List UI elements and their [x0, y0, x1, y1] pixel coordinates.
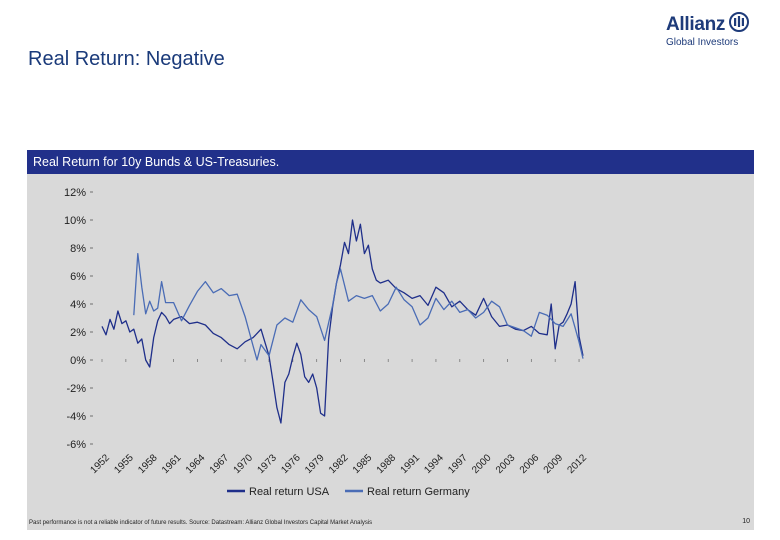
y-tick-label: 6% [70, 271, 86, 283]
eagle-logo-icon [729, 12, 750, 37]
x-tick-label: 1952 [88, 452, 112, 476]
disclaimer-note: Past performance is not a reliable indic… [29, 520, 373, 526]
x-tick-label: 1958 [136, 452, 160, 476]
x-tick-label: 1988 [375, 452, 399, 476]
x-tick-label: 1967 [208, 452, 232, 476]
logo-name: Allianz [666, 13, 726, 35]
y-tick-label: 8% [70, 243, 86, 255]
y-tick-label: 2% [70, 327, 86, 339]
x-tick-label: 1985 [351, 452, 375, 476]
x-tick-label: 1961 [160, 452, 184, 476]
page-title: Real Return: Negative [28, 48, 225, 70]
allianz-logo: Allianz Global Investors [666, 12, 766, 48]
y-tick-label: -4% [66, 411, 86, 423]
x-tick-label: 1955 [112, 452, 136, 476]
y-tick-label: -6% [66, 439, 86, 451]
chart-area: 12% 10% 8% 6% 4% 2% 0% -2% -4% -6% 1952 1955 1958 19… [27, 174, 754, 514]
x-tick-label: 1970 [232, 452, 256, 476]
x-tick-label: 2012 [566, 452, 590, 476]
page-number: 10 [742, 518, 750, 525]
y-tick-label: -2% [66, 383, 86, 395]
line-chart: 12%10%8%6%4%2%0%-2%-4%-6% 1952 1955 1958 19… [64, 187, 590, 498]
x-tick-label: 1982 [327, 452, 351, 476]
chart-title: Real Return for 10y Bunds & US-Treasurie… [27, 150, 754, 174]
legend-label: Real return USA [249, 486, 330, 498]
x-tick-label: 1976 [279, 452, 303, 476]
x-tick-label: 1979 [303, 452, 327, 476]
logo-subtitle: Global Investors [666, 37, 739, 48]
y-tick-label: 10% [64, 215, 86, 227]
series-line-usa [101, 219, 584, 424]
x-tick-label: 2009 [542, 452, 566, 476]
legend-label: Real return Germany [367, 486, 470, 498]
x-tick-label: 2006 [518, 452, 542, 476]
x-tick-label: 1994 [422, 452, 446, 476]
x-tick-label: 2003 [494, 452, 518, 476]
x-tick-label: 1964 [184, 452, 208, 476]
x-tick-label: 1997 [446, 452, 470, 476]
chart-panel: Real Return for 10y Bunds & US-Treasurie… [27, 150, 754, 530]
y-tick-label: 12% [64, 187, 86, 199]
y-tick-label: 4% [70, 299, 86, 311]
x-tick-label: 2000 [470, 452, 494, 476]
series-line-germany [133, 252, 584, 361]
x-tick-label: 1991 [399, 452, 423, 476]
y-tick-label: 0% [70, 355, 86, 367]
x-tick-label: 1973 [255, 452, 279, 476]
